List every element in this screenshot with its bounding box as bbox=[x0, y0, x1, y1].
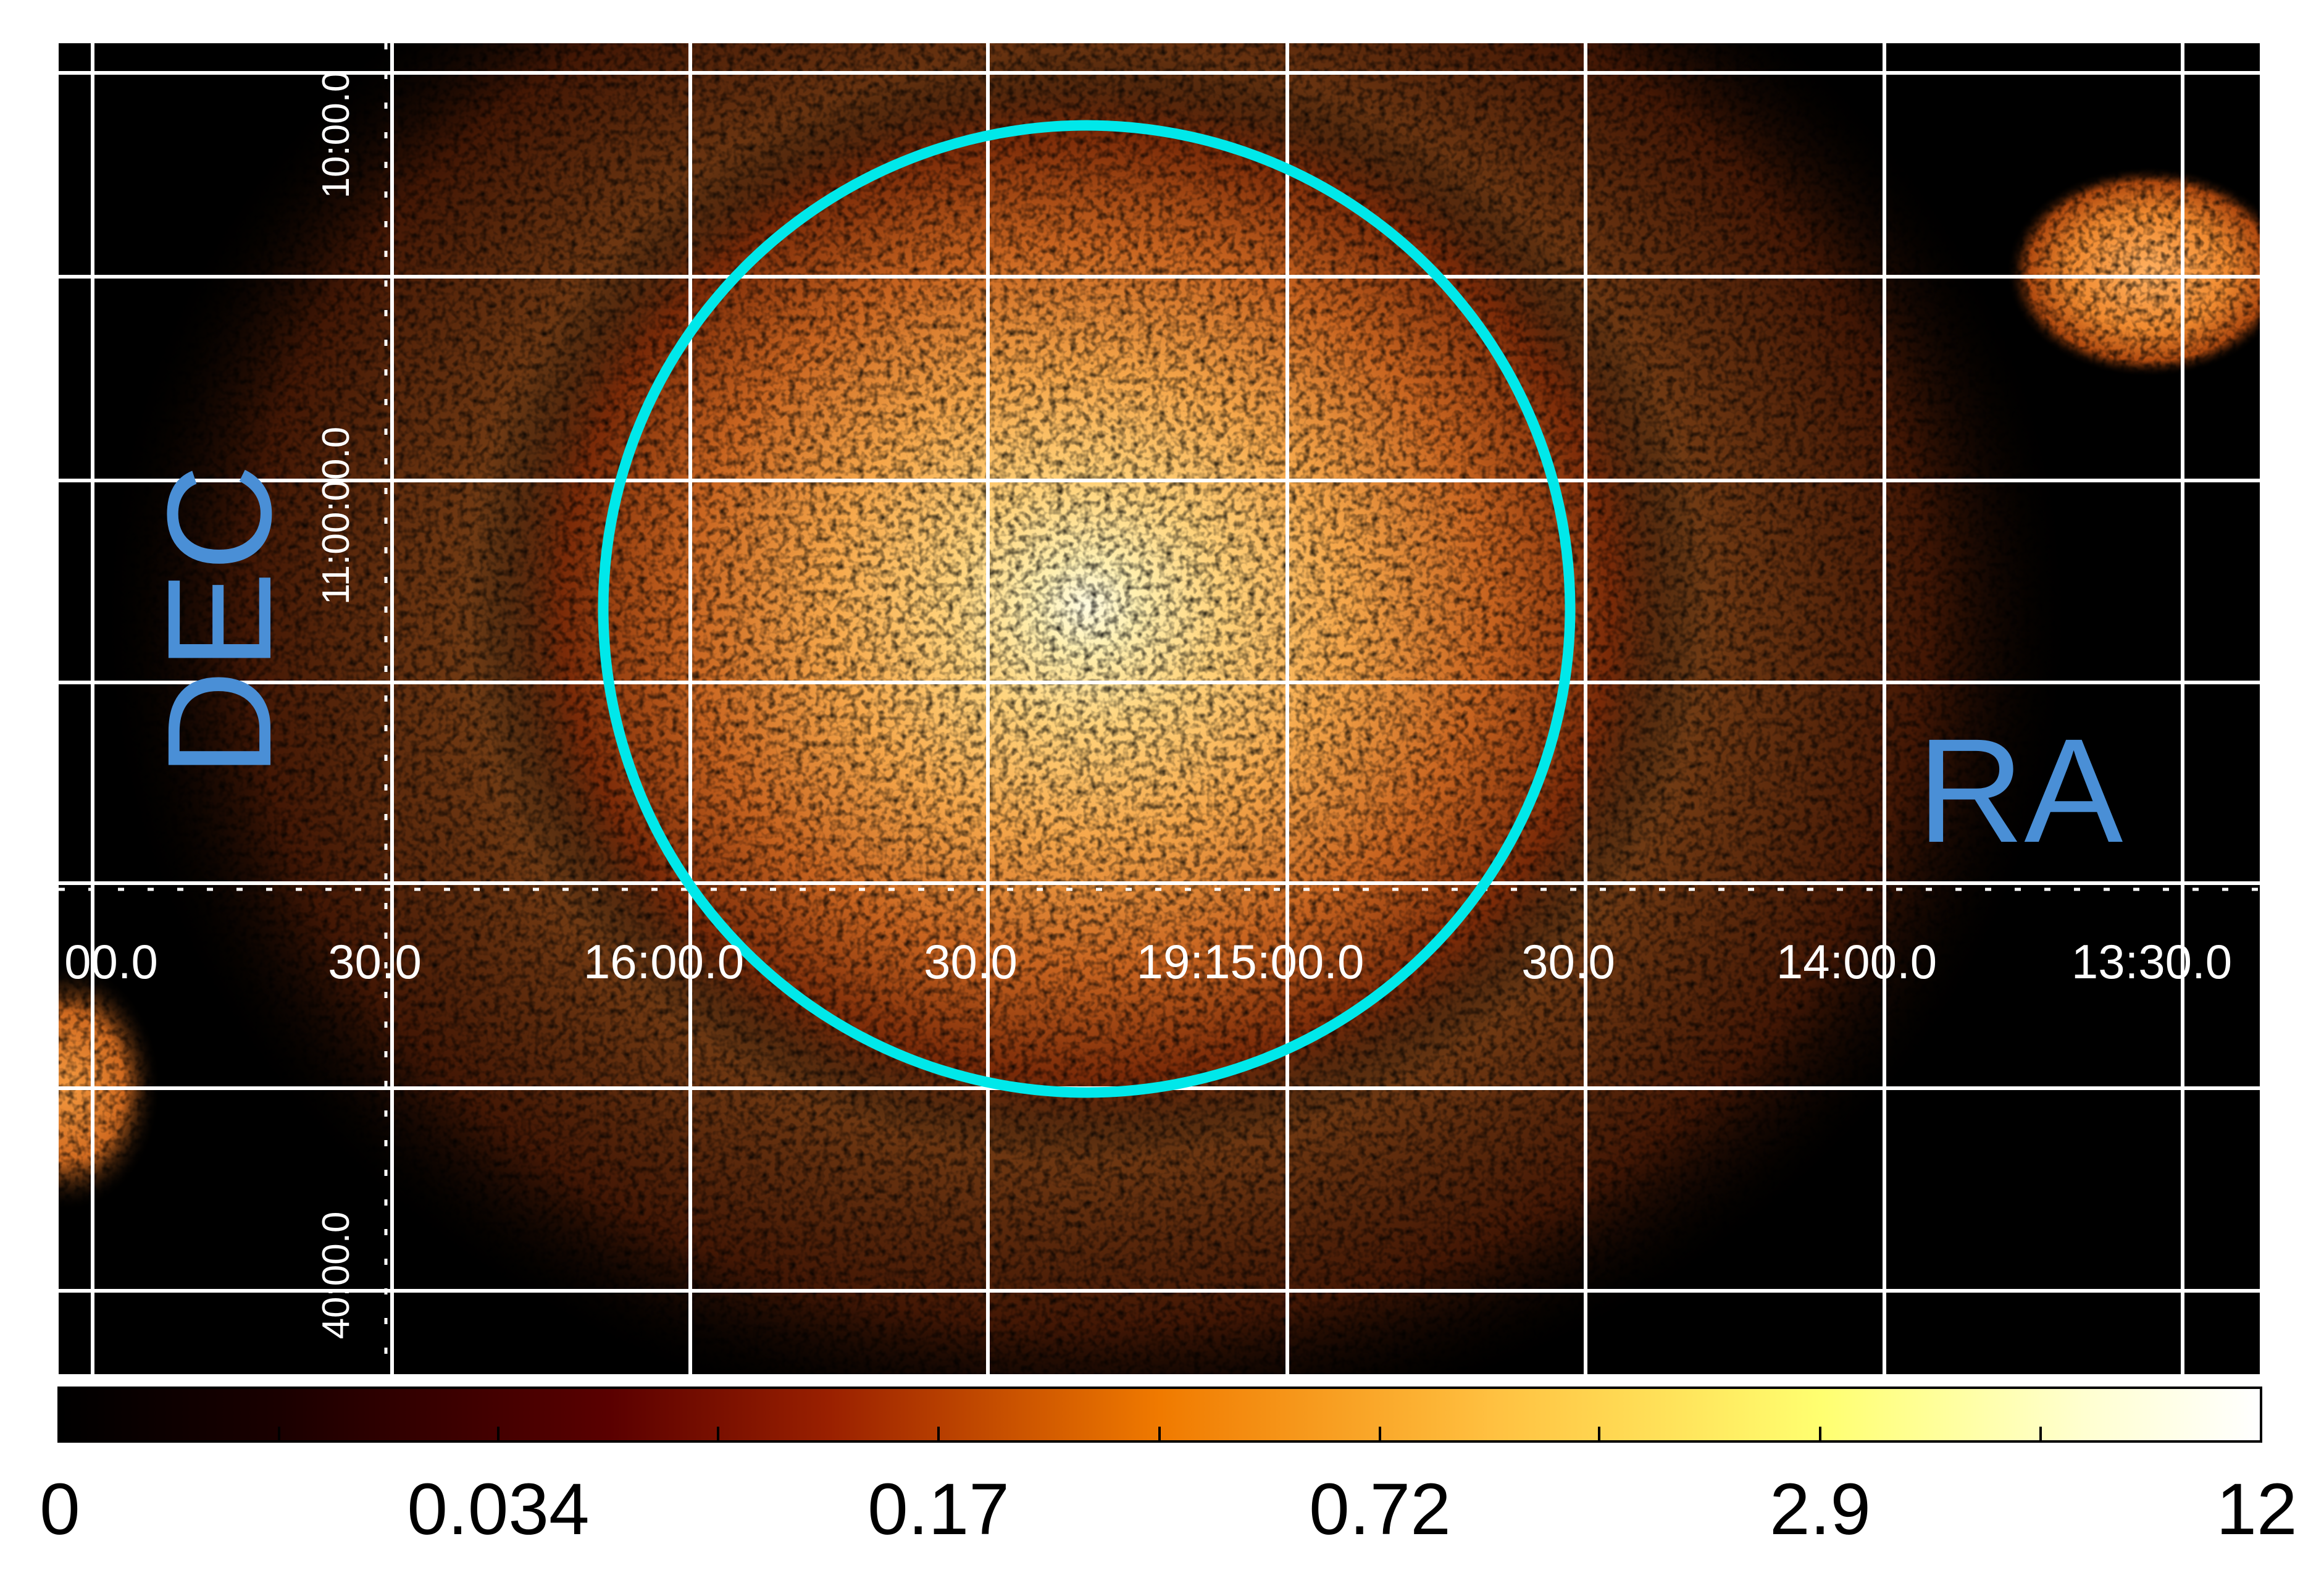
dec-tick-label: 11:00:00.0 bbox=[315, 426, 357, 605]
region-circle[interactable] bbox=[598, 120, 1576, 1098]
colorbar-tick-label: 0 bbox=[40, 1469, 80, 1550]
ra-tick-label: 30.0 bbox=[1521, 934, 1615, 989]
colorbar-tick-label: 0.72 bbox=[1309, 1469, 1451, 1550]
ra-tick-label: 16:00.0 bbox=[583, 934, 745, 989]
ra-tick-label: 13:30.0 bbox=[2071, 934, 2233, 989]
colorbar bbox=[57, 1387, 2262, 1443]
dec-tick-label: 40:00.0 bbox=[315, 1211, 357, 1340]
colorbar-tick-label: 2.9 bbox=[1769, 1469, 1871, 1550]
ra-axis-label: RA bbox=[1917, 708, 2123, 873]
axis-lines bbox=[59, 43, 2260, 1374]
ra-tick-label: 30.0 bbox=[328, 934, 422, 989]
dec-axis-label: DEC bbox=[136, 464, 302, 778]
dec-tick-label: 10:00.0 bbox=[315, 70, 357, 199]
ra-tick-label: 19:15:00.0 bbox=[1136, 934, 1365, 989]
ra-tick-label: 00.0 bbox=[64, 934, 158, 989]
ra-tick-label: 30.0 bbox=[924, 934, 1018, 989]
colorbar-tick-label: 0.17 bbox=[867, 1469, 1009, 1550]
colorbar-tick-label: 12 bbox=[2216, 1469, 2297, 1550]
colorbar-tick-label: 0.034 bbox=[407, 1469, 590, 1550]
ra-tick-label: 14:00.0 bbox=[1776, 934, 1937, 989]
